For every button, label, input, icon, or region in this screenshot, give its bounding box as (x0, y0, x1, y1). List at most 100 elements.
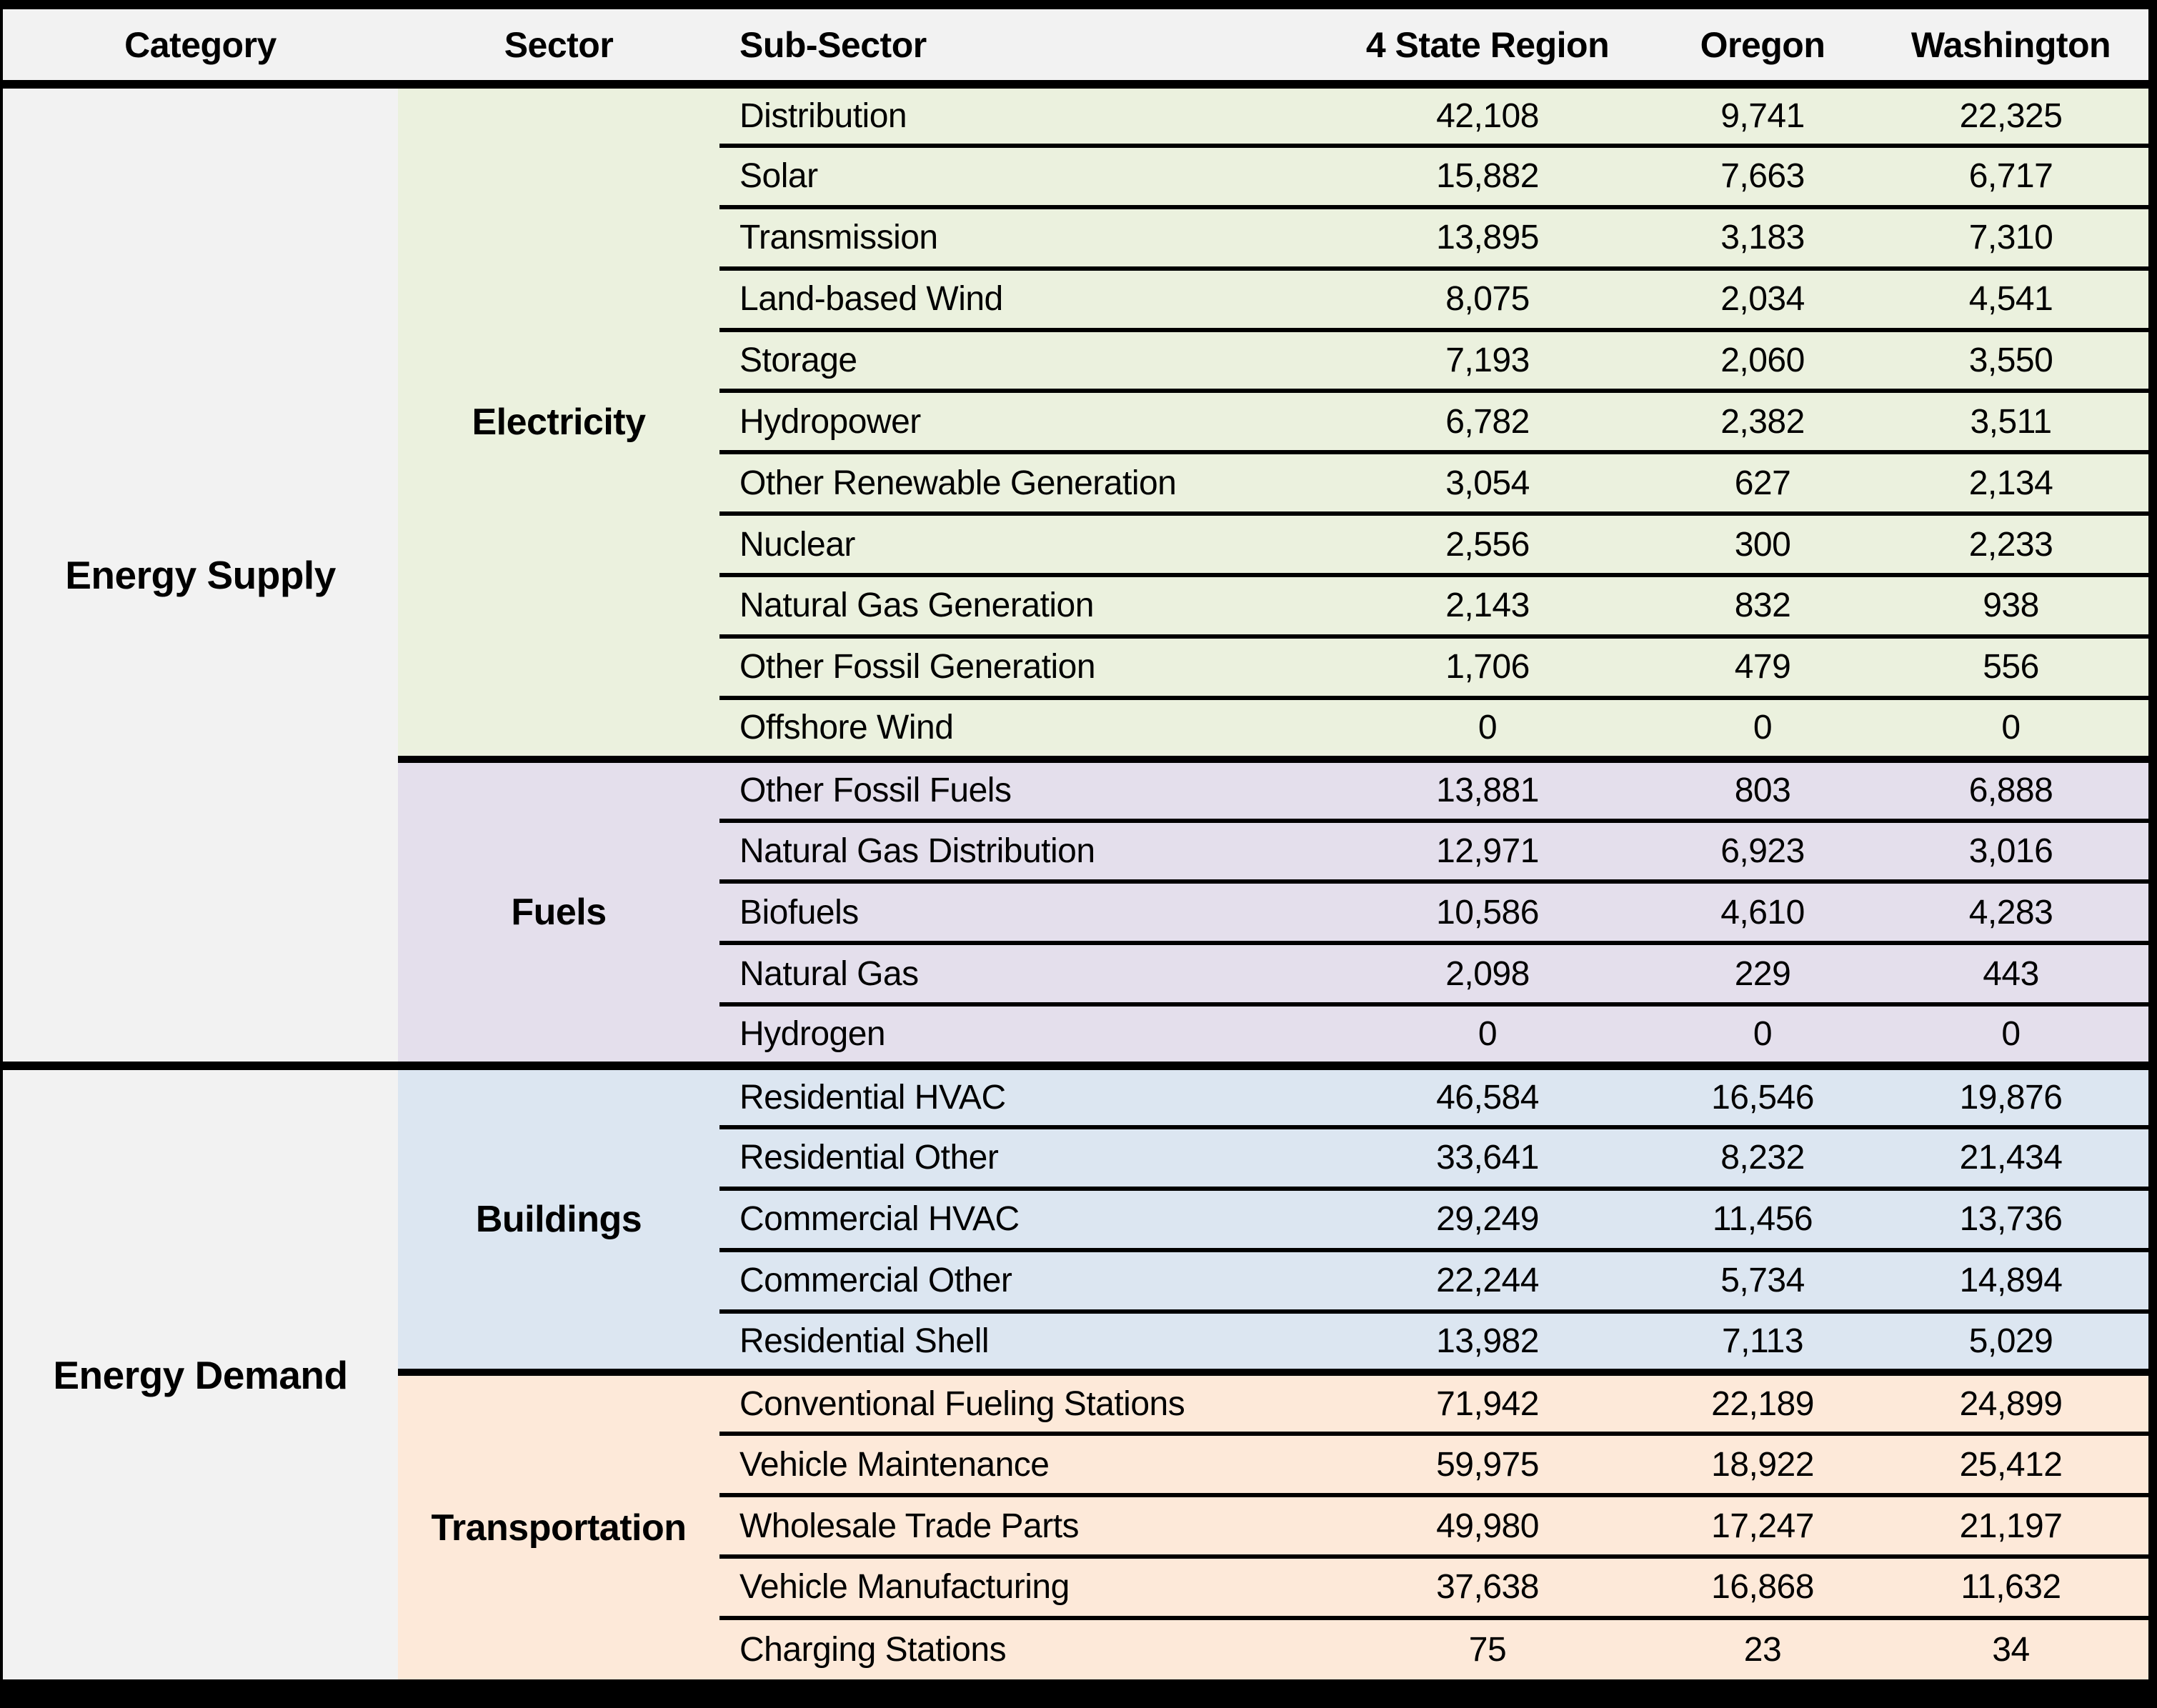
sector-cell: Fuels (398, 755, 719, 1066)
table-row: Fuels Other Fossil Fuels 13,881 803 6,888 (3, 755, 2148, 1066)
table-row: Residential Shell 13,982 7,113 5,029 (3, 1309, 2148, 1373)
value-cell: 16,868 (1652, 1554, 1873, 1618)
subsector-cell: Solar (719, 143, 1323, 207)
value-cell: 11,632 (1873, 1554, 2148, 1618)
value-cell: 16,546 (1652, 1062, 1873, 1127)
table-row: Transportation Conventional Fueling Stati… (3, 1369, 2148, 1679)
value-cell: 2,134 (1873, 450, 2148, 514)
value-cell: 29,249 (1323, 1186, 1652, 1250)
table-row: Land-based Wind 8,075 2,034 4,541 (3, 266, 2148, 330)
table-row: Hydropower 6,782 2,382 3,511 (3, 389, 2148, 453)
value-cell: 21,197 (1873, 1493, 2148, 1557)
value-cell: 59,975 (1323, 1432, 1652, 1496)
subsector-cell: Commercial HVAC (719, 1186, 1323, 1250)
subsector-cell: Distribution (719, 84, 1323, 146)
value-cell: 2,556 (1323, 511, 1652, 575)
value-cell: 3,016 (1873, 818, 2148, 882)
value-cell: 25,412 (1873, 1432, 2148, 1496)
value-cell: 300 (1652, 511, 1873, 575)
table-row: Offshore Wind 0 0 0 (3, 695, 2148, 759)
energy-table: Category Sector Sub-Sector 4 State Regio… (3, 9, 2148, 1679)
subsector-cell: Offshore Wind (719, 695, 1323, 759)
value-cell: 3,550 (1873, 327, 2148, 391)
value-cell: 15,882 (1323, 143, 1652, 207)
table-row: Transmission 13,895 3,183 7,310 (3, 204, 2148, 269)
subsector-cell: Conventional Fueling Stations (719, 1369, 1323, 1434)
value-cell: 6,717 (1873, 143, 2148, 207)
col-header-washington: Washington (1873, 9, 2148, 89)
col-header-4-state-region: 4 State Region (1323, 9, 1652, 89)
value-cell: 4,541 (1873, 266, 2148, 330)
value-cell: 18,922 (1652, 1432, 1873, 1496)
value-cell: 938 (1873, 573, 2148, 636)
value-cell: 6,923 (1652, 818, 1873, 882)
value-cell: 7,113 (1652, 1309, 1873, 1373)
value-cell: 3,511 (1873, 389, 2148, 453)
value-cell: 22,325 (1873, 84, 2148, 146)
subsector-cell: Vehicle Manufacturing (719, 1554, 1323, 1618)
table-row: Biofuels 10,586 4,610 4,283 (3, 879, 2148, 944)
value-cell: 6,782 (1323, 389, 1652, 453)
subsector-cell: Natural Gas (719, 941, 1323, 1005)
value-cell: 7,193 (1323, 327, 1652, 391)
value-cell: 2,098 (1323, 941, 1652, 1005)
value-cell: 42,108 (1323, 84, 1652, 146)
table-header-row: Category Sector Sub-Sector 4 State Regio… (3, 9, 2148, 89)
subsector-cell: Charging Stations (719, 1615, 1323, 1679)
value-cell: 2,382 (1652, 389, 1873, 453)
value-cell: 832 (1652, 573, 1873, 636)
value-cell: 6,888 (1873, 755, 2148, 821)
sector-cell: Electricity (398, 84, 719, 759)
table-row: Residential Other 33,641 8,232 21,434 (3, 1124, 2148, 1189)
value-cell: 5,029 (1873, 1309, 2148, 1373)
value-cell: 3,054 (1323, 450, 1652, 514)
table-row: Energy Supply Electricity Distribution 42,1… (3, 84, 2148, 1066)
table-row: Commercial HVAC 29,249 11,456 13,736 (3, 1186, 2148, 1250)
subsector-cell: Other Fossil Fuels (719, 755, 1323, 821)
table-row: Other Fossil Generation 1,706 479 556 (3, 634, 2148, 698)
value-cell: 5,734 (1652, 1247, 1873, 1312)
value-cell: 13,982 (1323, 1309, 1652, 1373)
value-cell: 0 (1873, 1002, 2148, 1066)
value-cell: 49,980 (1323, 1493, 1652, 1557)
subsector-cell: Transmission (719, 204, 1323, 269)
table-row: Commercial Other 22,244 5,734 14,894 (3, 1247, 2148, 1312)
table-row: Charging Stations 75 23 34 (3, 1615, 2148, 1679)
table-row: Solar 15,882 7,663 6,717 (3, 143, 2148, 207)
value-cell: 229 (1652, 941, 1873, 1005)
subsector-cell: Wholesale Trade Parts (719, 1493, 1323, 1557)
col-header-category: Category (3, 9, 398, 89)
value-cell: 33,641 (1323, 1124, 1652, 1189)
subsector-cell: Other Fossil Generation (719, 634, 1323, 698)
value-cell: 34 (1873, 1615, 2148, 1679)
subsector-cell: Other Renewable Generation (719, 450, 1323, 514)
value-cell: 479 (1652, 634, 1873, 698)
value-cell: 13,881 (1323, 755, 1652, 821)
value-cell: 24,899 (1873, 1369, 2148, 1434)
value-cell: 17,247 (1652, 1493, 1873, 1557)
col-header-oregon: Oregon (1652, 9, 1873, 89)
sector-cell: Buildings (398, 1061, 719, 1373)
value-cell: 7,310 (1873, 204, 2148, 269)
category-cell: Energy Supply (3, 84, 398, 1066)
value-cell: 23 (1652, 1615, 1873, 1679)
value-cell: 0 (1323, 695, 1652, 759)
table-row: Storage 7,193 2,060 3,550 (3, 327, 2148, 391)
subsector-cell: Biofuels (719, 879, 1323, 944)
sector-cell: Transportation (398, 1369, 719, 1679)
table-row: Natural Gas 2,098 229 443 (3, 941, 2148, 1005)
value-cell: 19,876 (1873, 1062, 2148, 1127)
col-header-sub-sector: Sub-Sector (719, 9, 1323, 89)
value-cell: 443 (1873, 941, 2148, 1005)
table-body: Energy Supply Electricity Distribution 42,1… (3, 84, 2148, 1679)
value-cell: 0 (1873, 695, 2148, 759)
value-cell: 22,189 (1652, 1369, 1873, 1434)
subsector-cell: Residential HVAC (719, 1062, 1323, 1127)
value-cell: 803 (1652, 755, 1873, 821)
subsector-cell: Nuclear (719, 511, 1323, 575)
value-cell: 2,034 (1652, 266, 1873, 330)
value-cell: 2,233 (1873, 511, 2148, 575)
table-row: Wholesale Trade Parts 49,980 17,247 21,197 (3, 1493, 2148, 1557)
table-row: Natural Gas Generation 2,143 832 938 (3, 573, 2148, 636)
subsector-cell: Vehicle Maintenance (719, 1432, 1323, 1496)
